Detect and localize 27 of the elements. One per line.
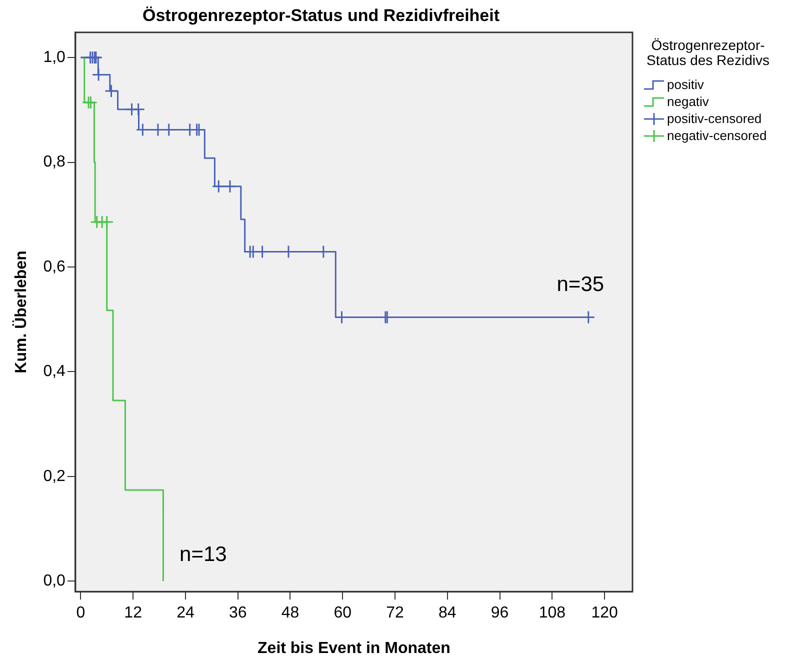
annotation: n=13 <box>180 542 227 566</box>
x-tick-label: 24 <box>176 604 194 622</box>
y-tick-label: 0,4 <box>43 363 66 380</box>
y-tick-label: 0,8 <box>43 154 66 171</box>
x-tick-label: 108 <box>538 604 566 622</box>
annotation: n=35 <box>556 273 604 296</box>
x-tick-label: 12 <box>124 604 142 622</box>
x-axis-title: Zeit bis Event in Monaten <box>258 640 450 657</box>
y-tick-label: 1,0 <box>43 48 66 66</box>
x-tick-label: 48 <box>281 604 300 622</box>
x-tick-label: 120 <box>591 604 618 622</box>
x-tick-label: 60 <box>334 604 352 622</box>
x-tick-label: 36 <box>228 604 247 622</box>
legend-label: negativ <box>667 94 709 109</box>
x-tick-label: 96 <box>490 604 509 622</box>
legend-title: Östrogenrezeptor-Status des Rezidivs <box>646 37 770 68</box>
x-tick-label: 72 <box>386 604 404 622</box>
legend-label: positiv-censored <box>667 111 762 126</box>
y-tick-label: 0,2 <box>43 468 66 485</box>
x-tick-label: 0 <box>76 604 86 622</box>
y-axis-title: Kum. Überleben <box>12 250 30 374</box>
y-tick-label: 0,6 <box>43 258 66 276</box>
legend-label: negativ-censored <box>667 128 767 143</box>
x-tick-label: 84 <box>438 604 456 622</box>
chart-title: Östrogenrezeptor-Status und Rezidivfreiheit <box>142 6 500 25</box>
y-tick-label: 0,0 <box>43 572 66 590</box>
legend-label: positiv <box>667 77 704 92</box>
